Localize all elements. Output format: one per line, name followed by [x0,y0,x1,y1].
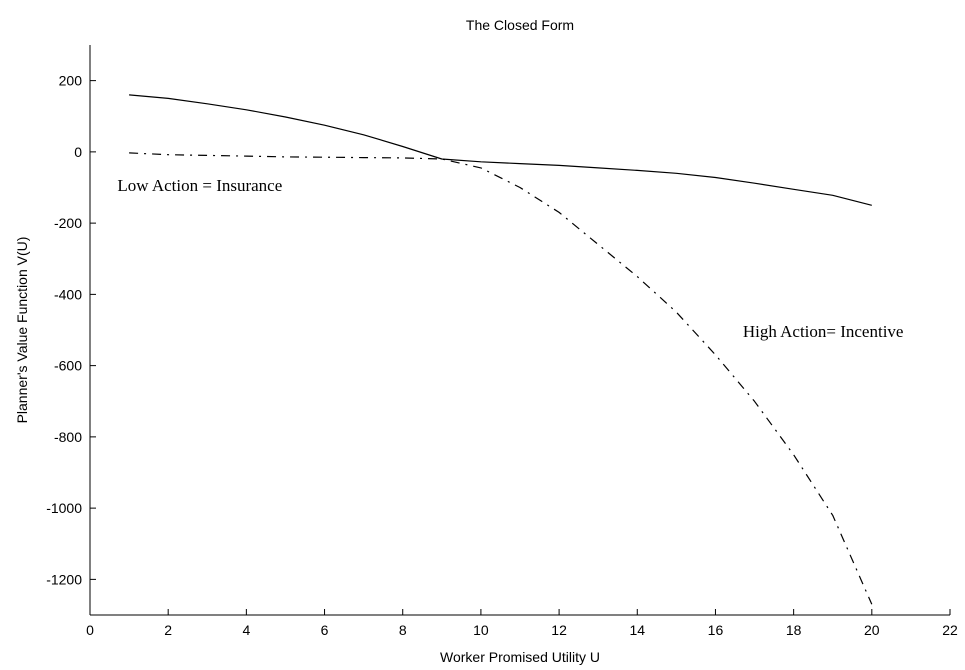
y-tick-label: 0 [74,144,82,160]
y-tick-label: 200 [59,73,83,89]
y-tick-label: -600 [54,358,82,374]
x-tick-label: 10 [473,622,489,638]
x-tick-label: 18 [786,622,802,638]
axes: 0 2 4 6 8 10 12 14 16 18 20 22 200 0 -200 -400 -600 -800 -… [46,45,958,638]
x-tick-label: 12 [551,622,567,638]
annotations: Low Action = Insurance High Action= Incen… [117,176,903,341]
y-axis-label: Planner's Value Function V(U) [14,237,30,424]
series-line-1 [129,94,872,206]
annotation-label: High Action= Incentive [743,322,904,341]
annotation-label: Low Action = Insurance [117,176,282,195]
x-tick-label: 16 [708,622,724,638]
y-tick-label: -1000 [46,500,82,516]
x-tick-label: 0 [86,622,94,638]
x-tick-label: 4 [242,622,250,638]
x-tick-label: 20 [864,622,880,638]
series-line-2 [129,152,873,605]
x-tick-label: 14 [629,622,645,638]
x-tick-label: 6 [321,622,329,638]
x-tick-label: 22 [942,622,958,638]
x-tick-label: 8 [399,622,407,638]
y-tick-label: -800 [54,429,82,445]
x-tick-label: 2 [164,622,172,638]
y-tick-label: -1200 [46,571,82,587]
series-group [129,94,873,605]
y-tick-label: -400 [54,286,82,302]
y-tick-label: -200 [54,215,82,231]
chart-title: The Closed Form [466,17,574,33]
x-axis-label: Worker Promised Utility U [440,649,600,665]
